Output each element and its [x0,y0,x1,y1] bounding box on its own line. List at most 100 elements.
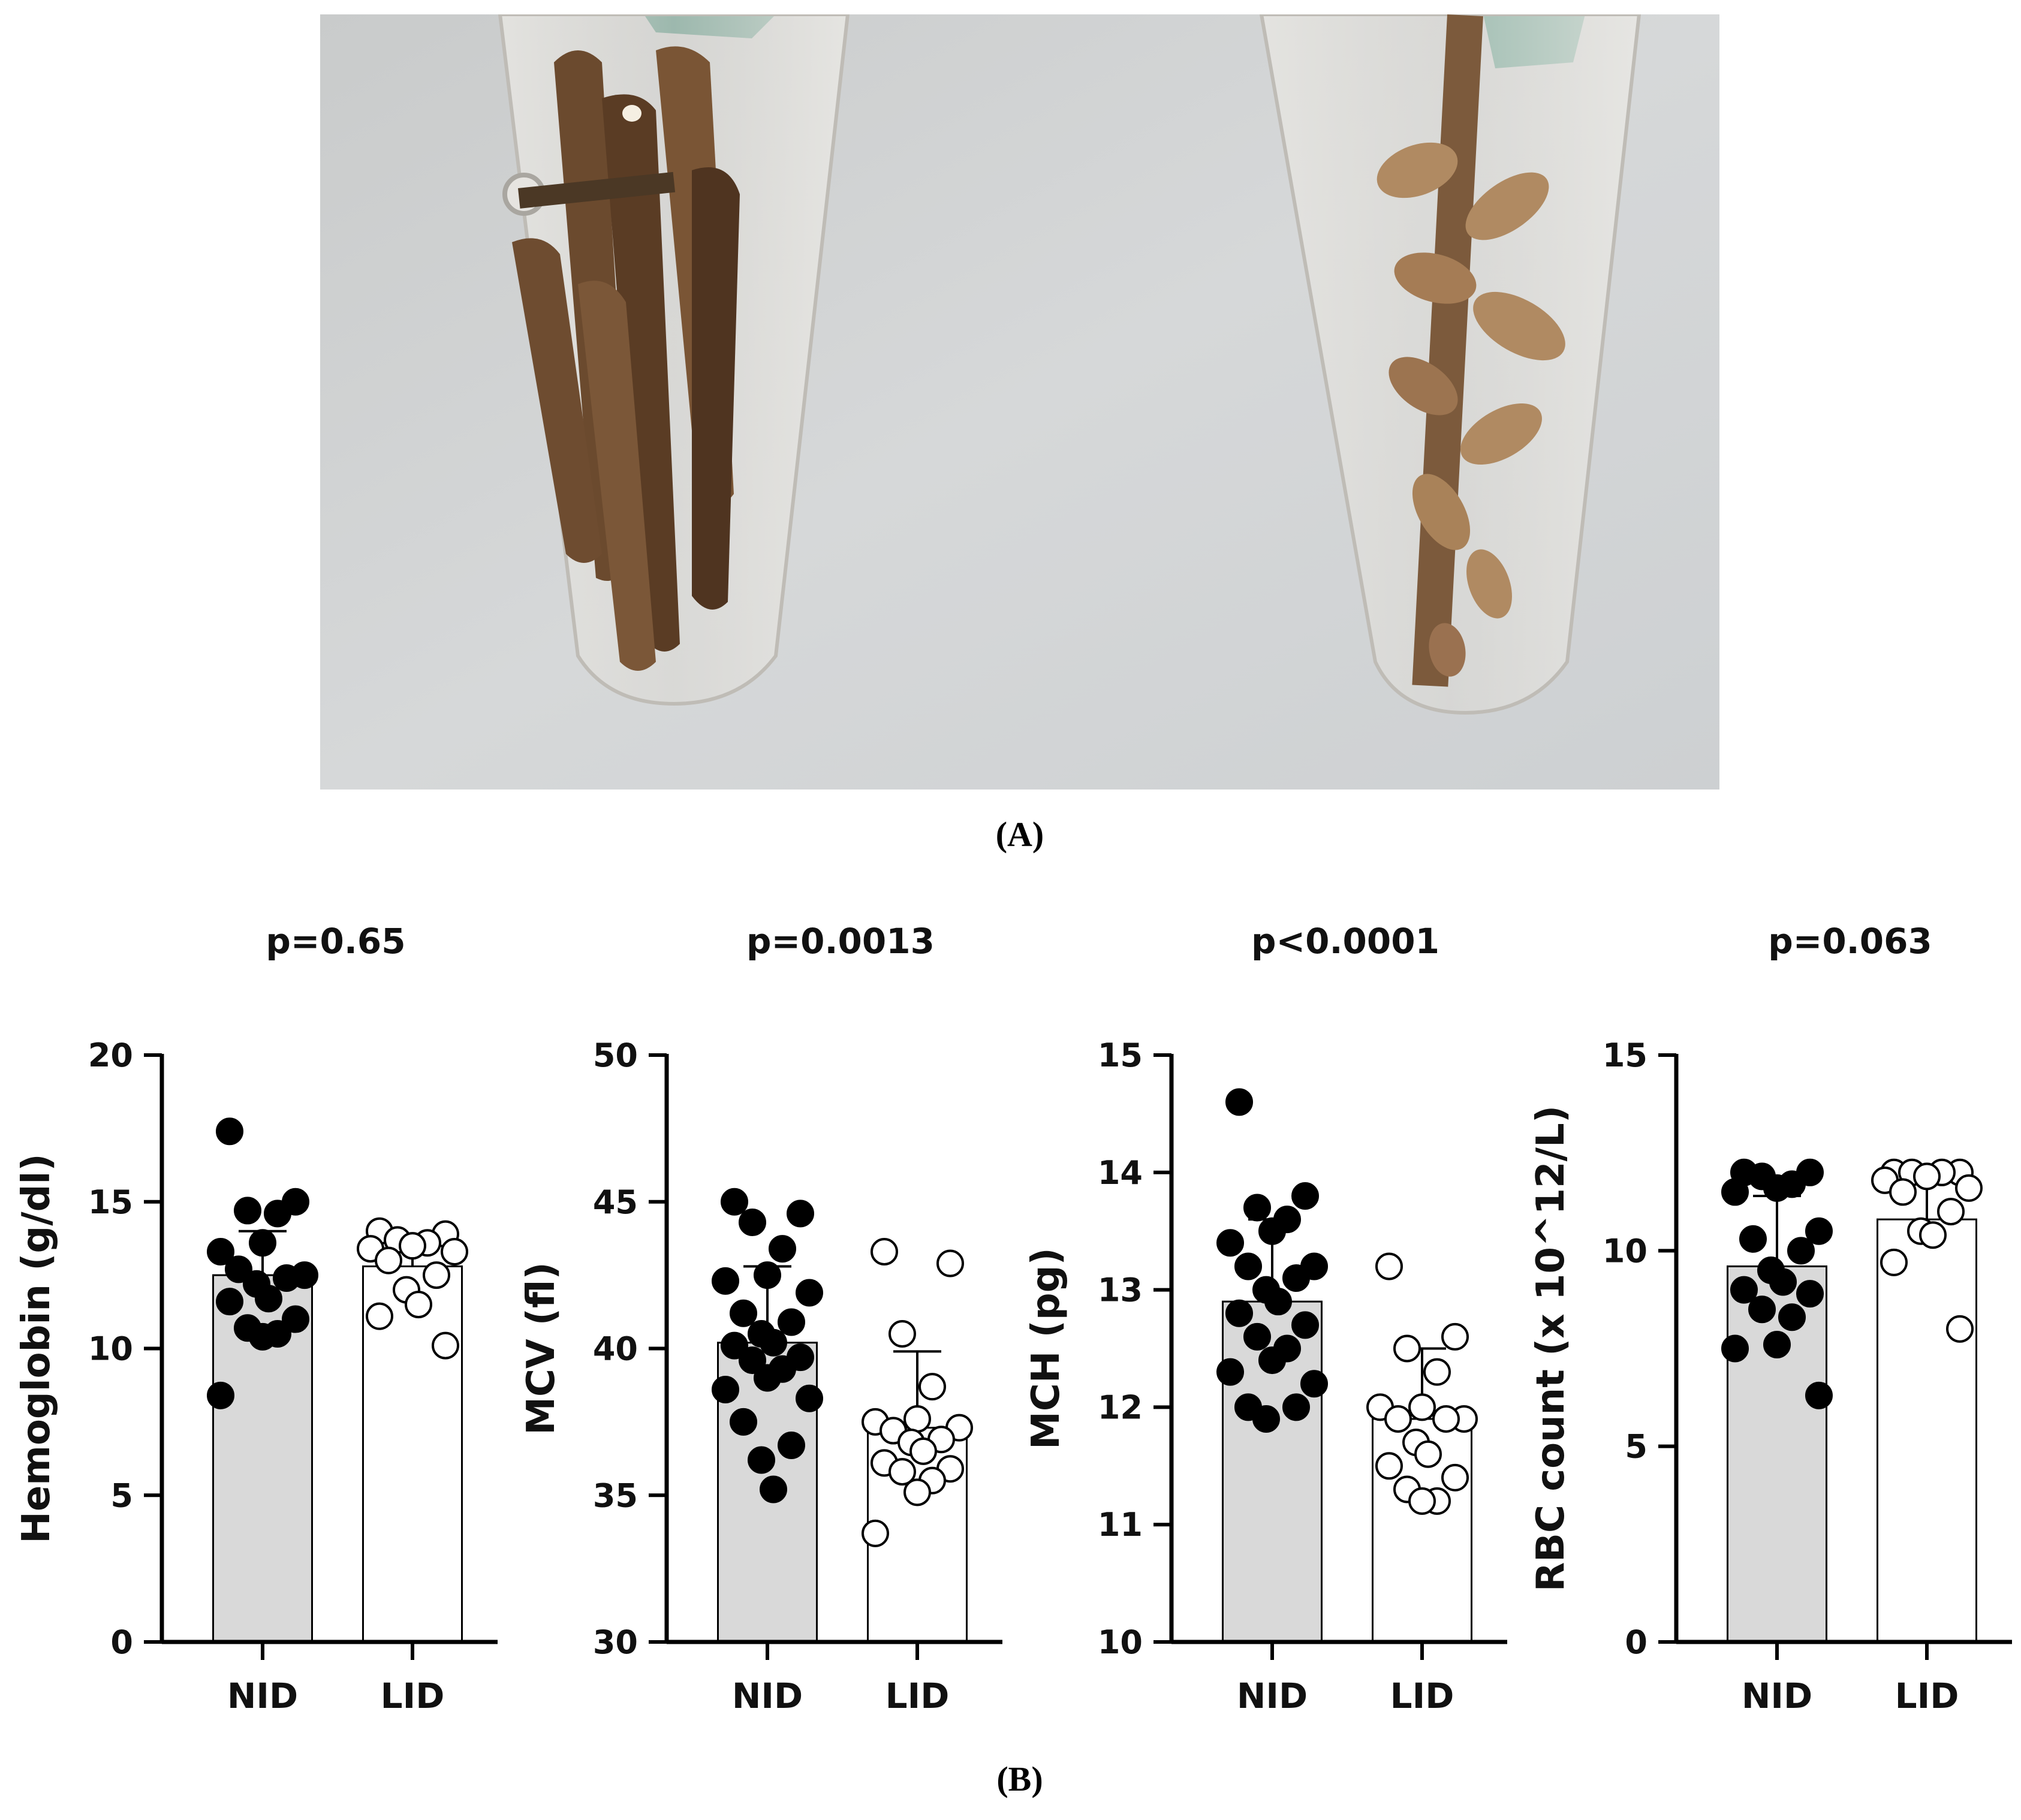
y-tick-label: 35 [593,1477,638,1514]
y-tick-label: 0 [110,1623,133,1661]
data-point [1384,1405,1412,1433]
data-point [721,1188,748,1216]
data-point [225,1255,252,1283]
x-category-label: LID [381,1676,445,1716]
x-category-label: LID [885,1676,950,1716]
panel-b-label: (B) [996,1759,1043,1798]
right-tube [1259,14,1642,715]
data-point [739,1209,766,1237]
data-point [1787,1237,1815,1265]
y-tick-label: 5 [110,1477,133,1514]
bar-lid [1877,1218,1977,1643]
data-point [207,1381,234,1409]
data-point [1769,1268,1797,1296]
panel-a-label: (A) [995,815,1044,854]
data-point [1919,1221,1947,1249]
data-point [903,1405,931,1433]
data-point [888,1320,916,1348]
y-tick-label: 10 [1603,1232,1647,1270]
data-point [796,1279,823,1307]
data-point [1805,1381,1833,1409]
data-point [909,1437,937,1465]
data-point [216,1117,243,1146]
bar-chart-3: p<0.0001 10 11 12 13 14 15 NID LID MCH (pg) [1024,921,1507,1716]
bar-chart-1: p=0.65 0 5 10 15 20 NID LID Hemoglobin (g/dl) [14,921,498,1716]
data-point [1234,1252,1262,1280]
data-point [871,1237,898,1265]
data-point [712,1267,739,1295]
data-point [730,1299,757,1327]
data-point [1721,1178,1749,1206]
p-value-label: p=0.063 [1768,921,1932,962]
data-point [366,1302,393,1330]
y-tick-label: 0 [1625,1623,1647,1661]
x-category-label: NID [227,1676,298,1716]
data-point [862,1519,889,1547]
p-value-label: p=0.0013 [746,921,935,962]
bar-chart-2: p=0.0013 30 35 40 45 50 NID LID MCV (fl) [519,921,1002,1716]
tube-photo [320,14,1719,790]
data-point [760,1328,787,1357]
data-point [730,1408,757,1436]
y-tick-label: 12 [1098,1388,1143,1426]
x-category-label: NID [1742,1676,1812,1716]
data-point [1955,1174,1983,1202]
data-point [1880,1248,1908,1276]
data-point [1393,1334,1421,1363]
data-point [207,1237,234,1265]
y-tick-label: 15 [1603,1036,1647,1074]
data-point [264,1200,291,1228]
data-point [255,1285,282,1313]
p-value-label: p=0.65 [266,921,405,962]
data-point [1414,1440,1442,1468]
data-point [1225,1299,1253,1327]
data-point [1243,1194,1271,1222]
bar-nid [1727,1265,1827,1643]
data-point [903,1478,931,1506]
data-point [1375,1252,1403,1280]
data-point [1408,1393,1436,1421]
data-point [1216,1229,1244,1257]
x-category-label: NID [732,1676,803,1716]
x-category-label: NID [1237,1676,1308,1716]
y-axis-title: MCH (pg) [1024,1248,1068,1450]
data-point [754,1364,781,1392]
data-point [441,1237,468,1265]
y-tick-label: 30 [593,1623,638,1661]
data-point [1889,1178,1917,1206]
p-value-label: p<0.0001 [1251,921,1439,962]
data-point [796,1384,823,1412]
data-point [405,1291,432,1319]
data-point [778,1308,805,1336]
data-point [739,1346,766,1375]
data-point [1946,1315,1974,1343]
y-tick-label: 20 [88,1036,133,1074]
y-tick-label: 10 [88,1330,133,1368]
x-category-label: LID [1895,1676,1959,1716]
data-point [1300,1370,1328,1398]
y-tick-label: 15 [88,1183,133,1221]
data-point [748,1446,775,1474]
data-point [1796,1280,1824,1308]
data-point [1441,1463,1469,1491]
y-tick-label: 5 [1625,1428,1647,1466]
y-tick-label: 45 [593,1183,638,1221]
data-point [249,1229,276,1257]
y-tick-label: 11 [1098,1506,1143,1544]
y-tick-label: 13 [1098,1271,1143,1309]
data-point [249,1322,276,1351]
data-point [787,1200,814,1228]
data-point [936,1249,964,1277]
data-point [1763,1330,1791,1358]
data-point [1937,1198,1965,1226]
data-point [216,1288,243,1316]
data-point [1730,1276,1758,1304]
data-point [760,1475,787,1503]
data-point [888,1458,916,1486]
data-point [1408,1487,1436,1515]
data-point [282,1305,309,1333]
data-point [375,1246,402,1274]
data-point [1739,1225,1767,1253]
data-point [1805,1217,1833,1245]
data-point [1763,1174,1791,1202]
